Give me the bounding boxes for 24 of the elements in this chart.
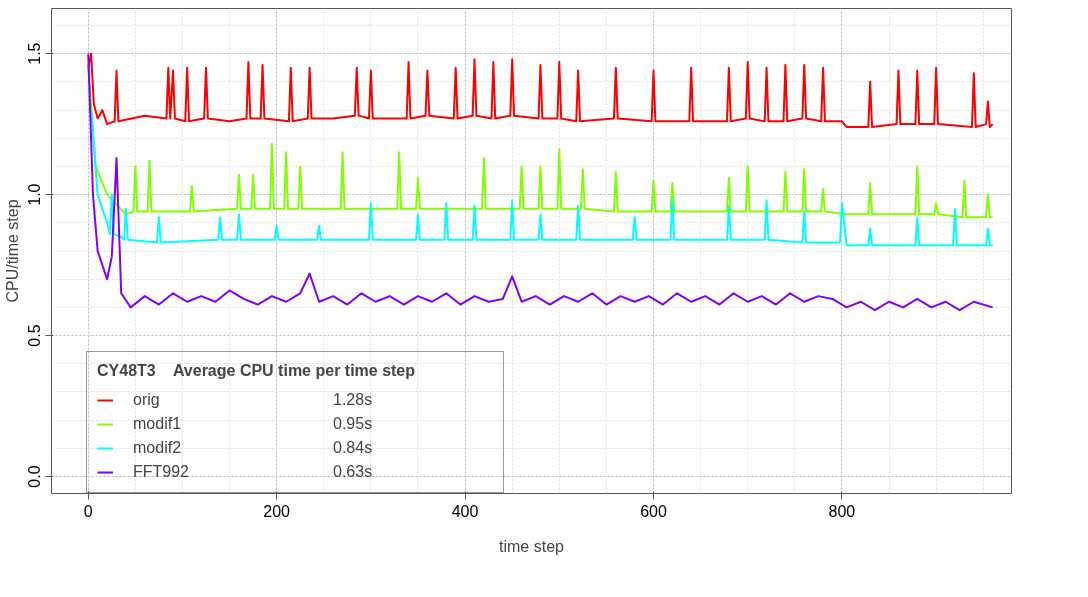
x-tick-label: 800 — [828, 502, 856, 520]
y-tick-label: 1.5 — [26, 42, 44, 65]
y-tick-label: 0.0 — [26, 465, 44, 488]
annotation: 1.28s — [333, 390, 374, 410]
legend-label: orig — [133, 390, 161, 410]
x-tick-label: 0 — [83, 502, 93, 520]
annotation: 0.95s — [333, 414, 374, 434]
y-axis-title: CPU/time step — [3, 199, 21, 303]
x-tick-label: 200 — [263, 502, 291, 520]
line-series — [87, 52, 994, 312]
line-series — [87, 52, 994, 128]
y-tick-label: 1.0 — [26, 183, 44, 206]
x-tick-label: 400 — [451, 502, 479, 520]
legend-label: modif1 — [133, 414, 183, 434]
x-axis-title: time step — [499, 537, 565, 555]
x-tick-label: 600 — [640, 502, 667, 520]
legend-label: FFT992 — [133, 462, 190, 482]
legend-label: modif2 — [133, 438, 183, 458]
annotation: 0.84s — [333, 438, 374, 458]
line-series — [87, 66, 994, 219]
line-series — [90, 109, 994, 247]
annotation: 0.63s — [333, 462, 374, 482]
y-tick-label: 0.5 — [26, 324, 44, 347]
legend-title: CY48T3 Average CPU time per time step — [97, 362, 417, 380]
